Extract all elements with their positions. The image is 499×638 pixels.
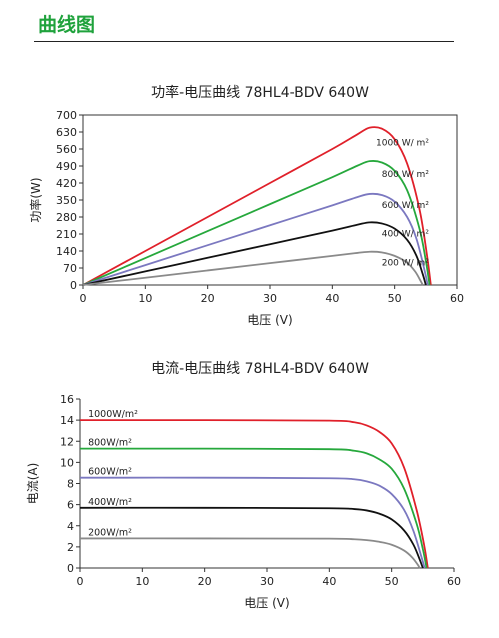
pv-y-axis-label: 功率(W): [28, 177, 43, 222]
iv-x-tick-label: 20: [198, 575, 212, 588]
iv-y-tick-label: 16: [60, 393, 74, 406]
heading-divider: [34, 41, 454, 42]
iv-x-tick-label: 10: [135, 575, 149, 588]
iv-series-line: [79, 537, 421, 569]
pv-x-tick-label: 20: [201, 292, 215, 305]
pv-y-tick-label: 140: [56, 245, 77, 258]
iv-x-tick-label: 0: [77, 575, 84, 588]
iv-y-tick-label: 6: [67, 499, 74, 512]
iv-y-tick-label: 8: [67, 478, 74, 491]
pv-series-line: [82, 221, 427, 286]
iv-x-tick-label: 60: [447, 575, 461, 588]
pv-y-tick-label: 0: [70, 279, 77, 292]
pv-series-line: [82, 126, 432, 286]
iv-y-tick-label: 4: [67, 520, 74, 533]
iv-series-label: 1000W/m²: [88, 409, 138, 420]
iv-series-label: 800W/m²: [88, 438, 132, 449]
pv-x-tick-label: 60: [450, 292, 464, 305]
pv-y-tick-label: 700: [56, 109, 77, 122]
pv-series-line: [82, 250, 424, 286]
pv-series-label: 1000 W/ m²: [376, 139, 429, 149]
pv-x-axis-label: 电压 (V): [247, 313, 292, 327]
iv-x-tick-label: 50: [385, 575, 399, 588]
page-heading: 曲线图: [38, 14, 96, 36]
pv-chart-title: 功率-电压曲线 78HL4-BDV 640W: [151, 84, 369, 101]
iv-series-line: [79, 419, 429, 569]
pv-y-tick-label: 280: [56, 211, 77, 224]
pv-y-tick-label: 630: [56, 126, 77, 139]
iv-y-tick-label: 14: [60, 414, 74, 427]
iv-series-label: 400W/m²: [88, 497, 132, 508]
iv-x-axis-label: 电压 (V): [244, 596, 289, 610]
pv-series-label: 800 W/ m²: [382, 170, 430, 180]
pv-y-tick-label: 70: [63, 262, 77, 275]
pv-x-tick-label: 10: [138, 292, 152, 305]
iv-y-tick-label: 0: [67, 562, 74, 575]
iv-y-tick-label: 12: [60, 435, 74, 448]
iv-series-label: 600W/m²: [88, 467, 132, 478]
iv-y-axis-label: 电流(A): [26, 463, 40, 505]
pv-series-label: 600 W/ m²: [382, 201, 430, 211]
pv-series-label: 200 W/ m²: [382, 259, 430, 269]
iv-y-tick-label: 10: [60, 456, 74, 469]
iv-x-tick-label: 30: [260, 575, 274, 588]
pv-x-tick-label: 30: [263, 292, 277, 305]
iv-series-line: [79, 476, 426, 569]
iv-series-label: 200W/m²: [88, 527, 132, 538]
iv-series-line: [79, 447, 428, 569]
pv-series-line: [82, 192, 429, 286]
pv-x-tick-label: 50: [388, 292, 402, 305]
pv-y-tick-label: 210: [56, 228, 77, 241]
pv-y-tick-label: 420: [56, 177, 77, 190]
pv-series-line: [82, 160, 431, 286]
iv-chart-title: 电流-电压曲线 78HL4-BDV 640W: [151, 361, 369, 377]
pv-y-tick-label: 560: [56, 143, 77, 156]
iv-series-line: [79, 506, 424, 569]
pv-y-tick-label: 490: [56, 160, 77, 173]
iv-y-tick-label: 2: [67, 541, 74, 554]
pv-x-tick-label: 0: [80, 292, 87, 305]
iv-x-tick-label: 40: [322, 575, 336, 588]
pv-x-tick-label: 40: [325, 292, 339, 305]
pv-y-tick-label: 350: [56, 194, 77, 207]
pv-series-label: 400 W/ m²: [382, 229, 430, 239]
